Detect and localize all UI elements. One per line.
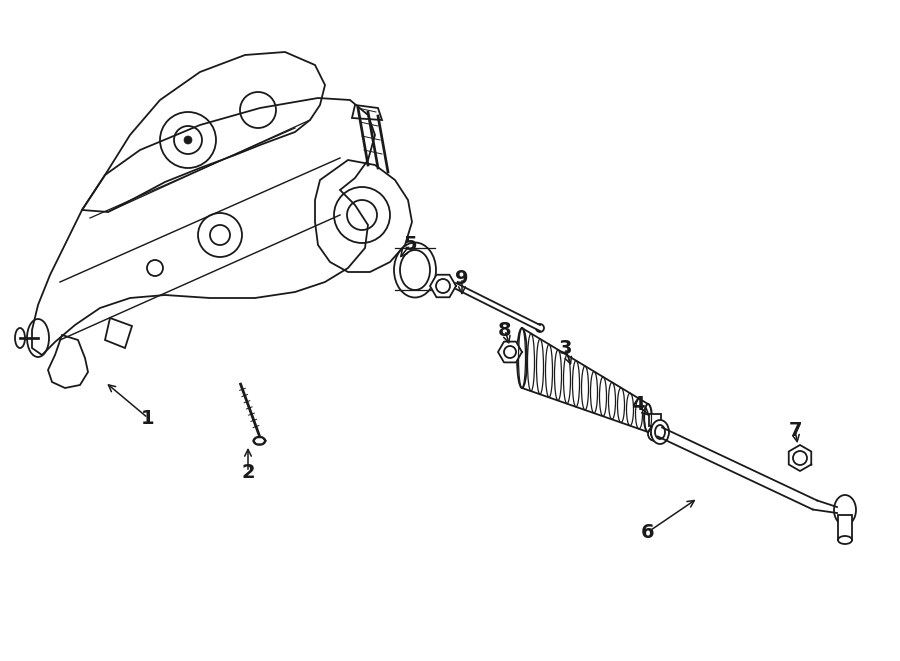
Polygon shape [430, 275, 456, 297]
Text: 6: 6 [641, 522, 655, 541]
Text: 2: 2 [241, 463, 255, 481]
Text: 7: 7 [788, 420, 802, 440]
Circle shape [536, 324, 544, 332]
Text: 9: 9 [455, 268, 469, 288]
Ellipse shape [254, 437, 266, 445]
Ellipse shape [651, 420, 669, 444]
Ellipse shape [834, 495, 856, 525]
Circle shape [184, 136, 192, 144]
Polygon shape [788, 445, 811, 471]
Polygon shape [498, 342, 522, 362]
Polygon shape [838, 515, 852, 540]
Bar [649, 414, 661, 426]
Text: 4: 4 [631, 395, 644, 414]
Text: 1: 1 [141, 408, 155, 428]
Ellipse shape [648, 427, 662, 441]
Text: 8: 8 [499, 321, 512, 340]
Text: 3: 3 [558, 338, 572, 358]
Ellipse shape [838, 536, 852, 544]
Text: 5: 5 [403, 235, 417, 254]
